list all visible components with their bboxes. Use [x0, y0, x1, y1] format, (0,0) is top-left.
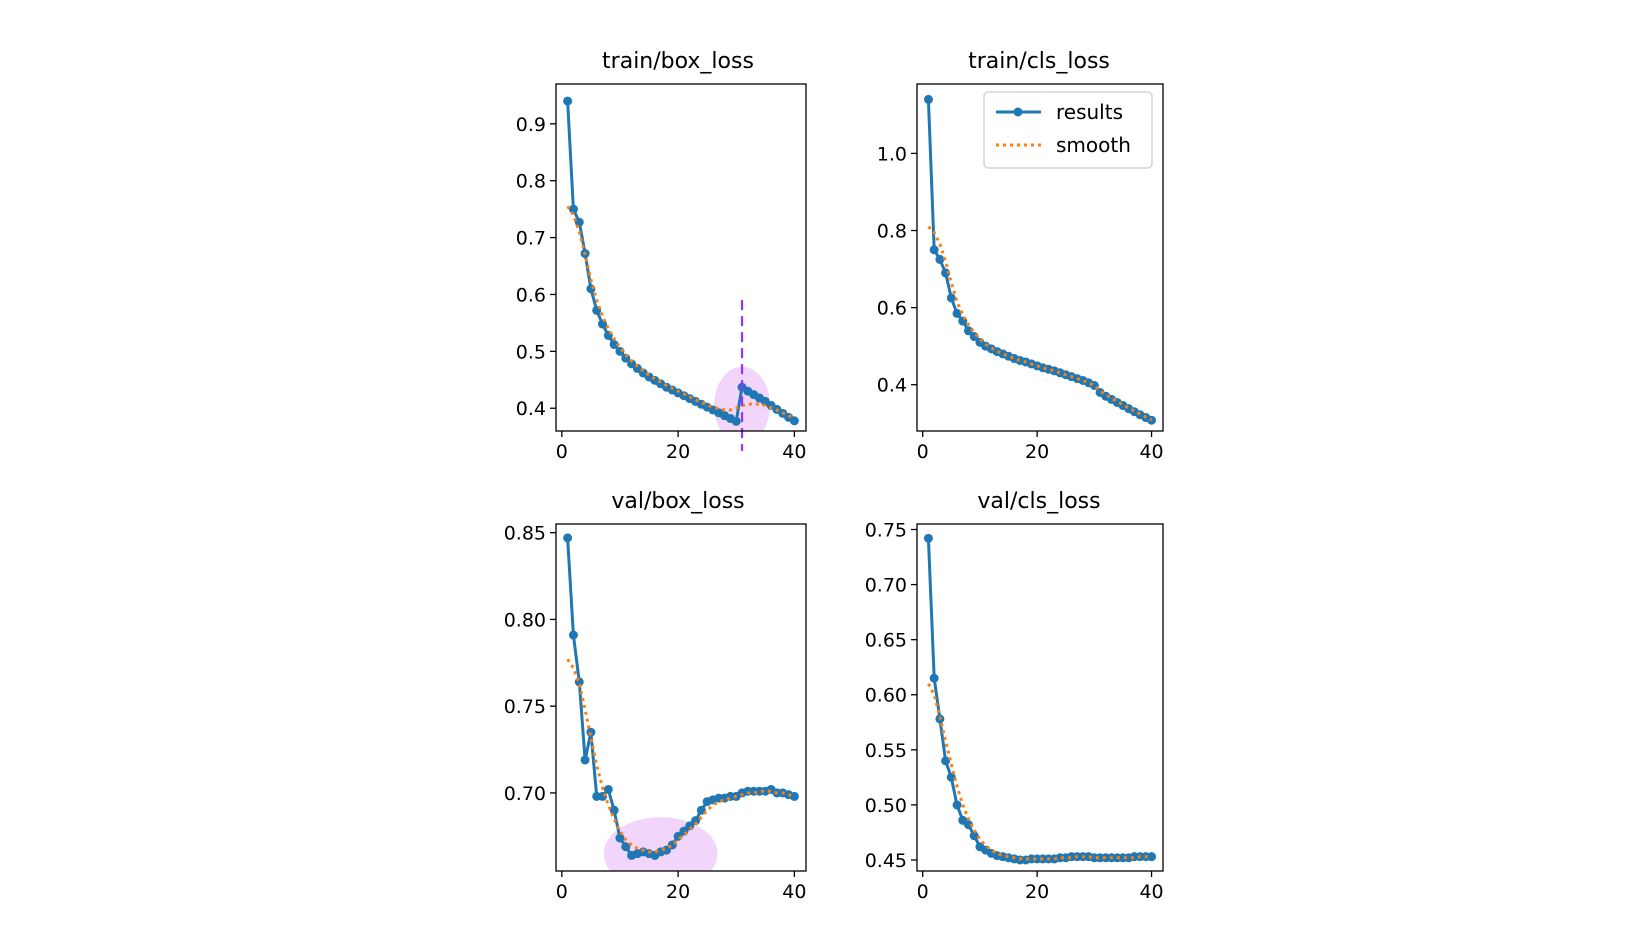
- results-point: [563, 533, 573, 543]
- results-point: [929, 245, 939, 255]
- y-tick-label: 0.5: [516, 341, 546, 363]
- x-tick-label: 20: [666, 441, 690, 463]
- results-point: [609, 340, 619, 350]
- results-point: [580, 755, 590, 765]
- y-tick-label: 0.7: [516, 228, 546, 250]
- y-tick-label: 1.0: [877, 143, 907, 165]
- panel-train-box-loss: train/box_loss 0 20 40 0.4 0.5 0.6 0.7 0.8 0.9: [516, 49, 807, 463]
- x-tick-label: 40: [1139, 441, 1163, 463]
- results-point: [568, 204, 578, 214]
- y-tick-label: 0.6: [877, 298, 907, 320]
- legend: results smooth: [983, 91, 1153, 169]
- x-tick-label: 40: [1139, 881, 1163, 903]
- plot-frame: [916, 523, 1164, 872]
- panel-title: train/box_loss: [602, 49, 754, 74]
- panel-train-cls-loss: train/cls_loss 0 20 40 0.4 0.6 0.8 1.0: [877, 49, 1164, 463]
- x-tick-label: 40: [782, 881, 806, 903]
- x-tick-label: 20: [666, 881, 690, 903]
- results-point: [789, 791, 799, 801]
- y-tick-label: 0.6: [516, 284, 546, 306]
- results-point: [963, 326, 973, 336]
- results-point: [691, 816, 701, 826]
- plot-frame: [555, 523, 807, 872]
- x-tick-label: 40: [782, 441, 806, 463]
- results-point: [969, 831, 979, 841]
- legend-label-smooth: smooth: [1056, 133, 1131, 157]
- results-point: [952, 308, 962, 318]
- results-point: [935, 254, 945, 264]
- y-tick-label: 0.70: [504, 783, 546, 805]
- y-tick-label: 0.50: [865, 795, 907, 817]
- x-tick-label: 0: [556, 881, 568, 903]
- results-point: [946, 772, 956, 782]
- results-point: [929, 673, 939, 683]
- plot-frame: [916, 83, 1164, 432]
- panel-val-box-loss: val/box_loss 0 20 40 0.70 0.75 0.80 0.85: [504, 489, 807, 903]
- results-point: [615, 833, 625, 843]
- x-tick-label: 20: [1025, 881, 1049, 903]
- results-point: [1147, 852, 1157, 862]
- y-tick-label: 0.60: [865, 685, 907, 707]
- results-point: [941, 268, 951, 278]
- panel-title: val/box_loss: [611, 489, 744, 514]
- results-point: [946, 293, 956, 303]
- series-smooth-line: [927, 225, 1153, 422]
- results-point: [563, 96, 573, 106]
- y-tick-label: 0.9: [516, 114, 546, 136]
- legend-results-marker: [1013, 107, 1023, 117]
- y-tick-label: 0.8: [877, 221, 907, 243]
- y-tick-label: 0.70: [865, 575, 907, 597]
- y-tick-label: 0.4: [516, 398, 546, 420]
- y-tick-label: 0.65: [865, 630, 907, 652]
- y-tick-label: 0.75: [504, 696, 546, 718]
- y-tick-label: 0.4: [877, 375, 907, 397]
- series-smooth-line: [566, 658, 795, 854]
- results-point: [789, 416, 799, 426]
- x-tick-label: 20: [1025, 441, 1049, 463]
- results-point: [621, 842, 631, 852]
- y-tick-label: 0.8: [516, 171, 546, 193]
- legend-label-results: results: [1056, 100, 1123, 124]
- y-tick-label: 0.55: [865, 740, 907, 762]
- results-point: [1147, 415, 1157, 425]
- results-point: [574, 217, 584, 227]
- results-point: [941, 756, 951, 766]
- y-tick-label: 0.85: [504, 523, 546, 545]
- results-point: [568, 630, 578, 640]
- y-tick-label: 0.45: [865, 850, 907, 872]
- series-smooth-line: [927, 683, 1152, 861]
- series-smooth-line: [566, 205, 796, 420]
- results-point: [923, 94, 933, 104]
- x-tick-label: 0: [917, 441, 929, 463]
- x-tick-label: 0: [917, 881, 929, 903]
- y-tick-label: 0.80: [504, 609, 546, 631]
- panel-title: val/cls_loss: [977, 489, 1100, 514]
- x-tick-label: 0: [556, 441, 568, 463]
- results-point: [923, 533, 933, 543]
- results-point: [963, 820, 973, 830]
- results-point: [952, 800, 962, 810]
- panel-val-cls-loss: val/cls_loss 0 20 40 0.45 0.50 0.55 0.60 0.65 0.…: [865, 489, 1164, 903]
- results-point: [603, 784, 613, 794]
- plot-frame: [555, 83, 807, 432]
- y-tick-label: 0.75: [865, 520, 907, 542]
- results-point: [609, 805, 619, 815]
- results-point: [731, 416, 741, 426]
- panel-title: train/cls_loss: [968, 49, 1110, 74]
